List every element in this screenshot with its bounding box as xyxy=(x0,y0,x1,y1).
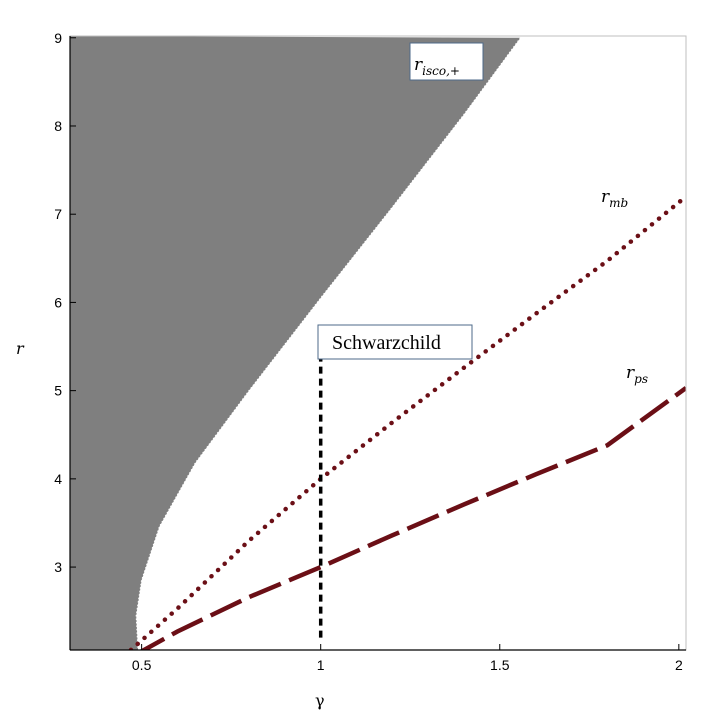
isco-boundary xyxy=(135,37,522,650)
y-axis-label: r xyxy=(16,339,25,358)
y-tick-label: 4 xyxy=(54,471,62,487)
ps-label: rps xyxy=(626,363,648,386)
y-tick-label: 9 xyxy=(54,30,62,46)
mb-label: rmb xyxy=(601,187,628,210)
y-tick-label: 6 xyxy=(54,294,62,310)
x-tick-label: 2 xyxy=(675,657,683,673)
x-tick-label: 0.5 xyxy=(132,657,152,673)
isco-label: risco,+ xyxy=(414,55,460,78)
y-tick-label: 5 xyxy=(54,383,62,399)
schwarzchild-label: Schwarzchild xyxy=(332,332,441,354)
schwarzchild-label-box xyxy=(317,324,473,360)
isco-label-box xyxy=(409,42,484,81)
isco-shaded-region xyxy=(70,36,521,650)
y-tick-label: 7 xyxy=(54,206,62,222)
x-axis-label: γ xyxy=(315,691,325,710)
x-tick-label: 1.5 xyxy=(490,657,510,673)
r-mb-curve xyxy=(128,194,686,650)
y-tick-label: 8 xyxy=(54,118,62,134)
x-tick-label: 1 xyxy=(317,657,325,673)
r-ps-curve xyxy=(139,386,686,650)
y-tick-label: 3 xyxy=(54,559,62,575)
